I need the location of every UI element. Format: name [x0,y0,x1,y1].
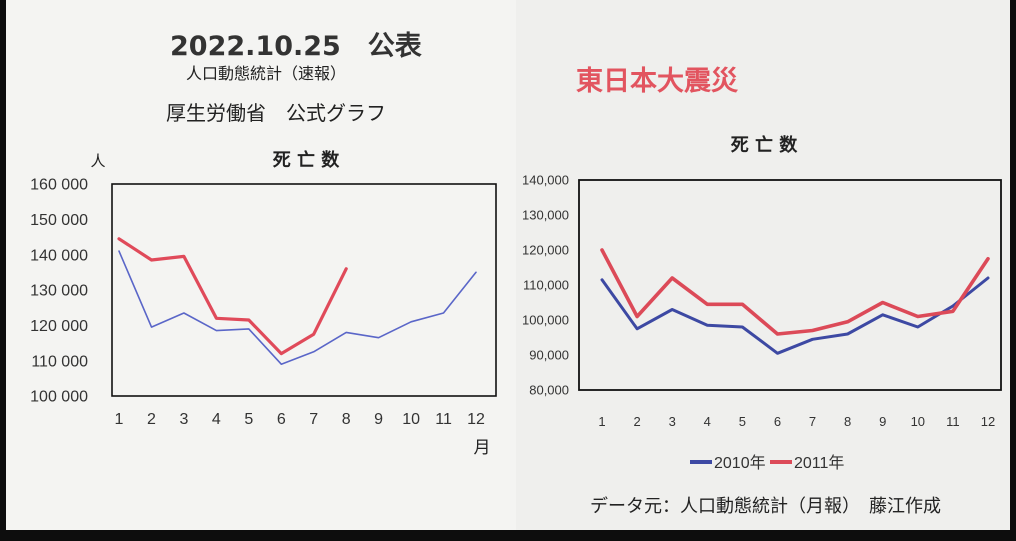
x-tick-label: 11 [946,414,960,429]
y-axis-unit: 人 [90,152,105,170]
y-tick-label: 140 000 [30,247,88,264]
x-tick-label: 8 [844,414,851,429]
publication-date: 2022.10.25 公表 [170,31,422,62]
y-tick-label: 130,000 [522,208,569,223]
y-tick-label: 110,000 [523,278,569,293]
plot-frame [111,183,497,397]
statistics-subtitle: 人口動態統計（速報） [186,64,347,83]
plot-frame [578,179,1002,391]
x-tick-label: 1 [598,414,605,429]
series-line [117,237,348,356]
left-death-count-chart: 死 亡 数 100 000 110 000 120 000 130 000 140 000… [30,149,497,458]
y-tick-label: 120,000 [522,243,569,258]
x-axis-unit: 月 [474,438,491,458]
x-tick-label: 6 [277,411,286,428]
x-tick-label: 6 [774,414,781,429]
x-tick-label: 7 [309,411,318,428]
x-tick-label: 12 [467,411,485,428]
x-tick-label: 2 [633,414,640,429]
y-tick-label: 120 000 [30,318,88,335]
source-label: 厚生労働省 公式グラフ [166,101,386,125]
legend-label: 2010年 [714,454,766,472]
series-line [600,248,990,336]
y-tick-label: 90,000 [529,348,569,363]
y-tick-label: 160 000 [30,177,88,194]
chart-title: 死 亡 数 [731,134,799,156]
y-tick-label: 100,000 [522,313,569,328]
series-line [118,250,477,366]
x-tick-label: 2 [147,411,156,428]
data-credit: データ元：人口動態統計（月報） 藤江作成 [590,496,941,517]
x-tick-label: 3 [669,414,676,429]
x-tick-label: 4 [704,414,711,429]
x-tick-label: 3 [179,411,188,428]
right-page: 東日本大震災 死 亡 数 80,000 90,000 100,000 110,000 12… [516,0,1010,530]
x-tick-label: 10 [402,411,420,428]
y-tick-label: 150 000 [30,212,88,229]
x-tick-label: 12 [981,414,995,429]
right-death-count-chart: 死 亡 数80,00090,000100,000110,000120,00013… [522,134,1002,472]
y-tick-label: 80,000 [529,383,569,398]
y-tick-label: 140,000 [522,173,569,188]
x-tick-label: 5 [739,414,746,429]
legend-label: 2011年 [794,454,844,472]
series-line [600,276,990,355]
chart-title: 死 亡 数 [273,149,341,171]
x-tick-label: 10 [911,414,925,429]
x-tick-label: 4 [212,411,221,428]
headline: 東日本大震災 [576,66,738,97]
left-page: 2022.10.25 公表 人口動態統計（速報） 厚生労働省 公式グラフ 死 亡… [6,0,516,530]
x-tick-label: 5 [244,411,253,428]
x-tick-label: 9 [374,411,383,428]
y-tick-label: 100 000 [30,389,88,406]
x-tick-label: 9 [879,414,886,429]
y-tick-label: 110 000 [31,353,88,370]
x-tick-label: 7 [809,414,816,429]
x-tick-label: 8 [342,411,351,428]
y-tick-label: 130 000 [30,283,88,300]
x-tick-label: 1 [115,411,124,428]
x-tick-label: 11 [435,411,452,428]
